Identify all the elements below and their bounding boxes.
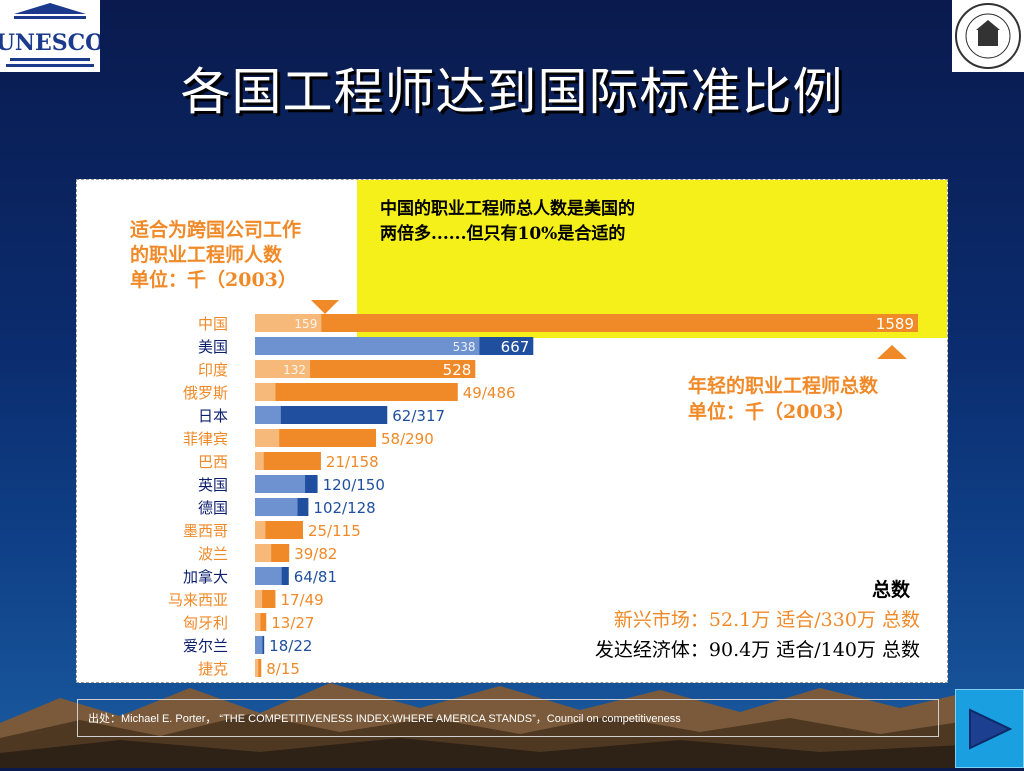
- suitable-bar: [255, 337, 480, 355]
- category-label: 捷克: [198, 660, 228, 678]
- slide-title: 各国工程师达到国际标准比例: [180, 63, 844, 121]
- left-label-line-2: 的职业工程师人数: [130, 244, 283, 266]
- summary-developed: 发达经济体：90.4万 适合/140万 总数: [595, 635, 920, 662]
- category-label: 匈牙利: [183, 614, 228, 632]
- summary-developed-text: 发达经济体：90.4万 适合/140万: [594, 639, 876, 661]
- summary-developed-suffix: 总数: [881, 639, 920, 661]
- callout-line-1: 中国的职业工程师总人数是美国的: [380, 199, 635, 219]
- suitable-bar: [255, 383, 276, 401]
- total-engineers-label: 年轻的职业工程师总数 单位：千（2003）: [688, 373, 878, 425]
- suitable-bar: [255, 314, 322, 332]
- suitable-bar: [255, 636, 263, 654]
- suitable-bar: [255, 452, 264, 470]
- category-label: 爱尔兰: [183, 637, 228, 655]
- total-value-label: 1589: [876, 315, 914, 333]
- summary-emerging: 新兴市场：52.1万 适合/330万 总数: [614, 605, 920, 632]
- total-value-label: 528: [443, 361, 472, 379]
- category-label: 巴西: [198, 453, 228, 471]
- value-label: 64/81: [294, 568, 337, 586]
- category-label: 美国: [198, 338, 228, 356]
- value-label: 25/115: [308, 522, 361, 540]
- value-label: 62/317: [392, 407, 445, 425]
- suitable-bar: [255, 590, 263, 608]
- value-label: 58/290: [381, 430, 434, 448]
- total-heading: 总数: [872, 579, 911, 601]
- suitable-value-label: 159: [294, 317, 317, 331]
- total-value-label: 667: [501, 338, 530, 356]
- left-pointer-triangle: [311, 300, 339, 314]
- category-label: 墨西哥: [183, 522, 228, 540]
- unesco-logo: UNESCO: [0, 0, 104, 72]
- value-label: 102/128: [313, 499, 375, 517]
- total-bar: [255, 613, 267, 631]
- next-slide-button[interactable]: [955, 689, 1024, 768]
- right-label-line-2: 单位：千（2003）: [688, 401, 855, 423]
- suitable-bar: [255, 613, 261, 631]
- play-arrow-icon: [969, 708, 1013, 750]
- callout-box: [357, 180, 947, 338]
- category-label: 菲律宾: [183, 430, 228, 448]
- summary-emerging-text: 新兴市场：52.1万 适合/330万: [613, 609, 876, 631]
- value-label: 49/486: [463, 384, 516, 402]
- value-label: 18/22: [269, 637, 312, 655]
- university-seal-icon: [955, 3, 1021, 69]
- total-bar: [255, 521, 303, 539]
- value-label: 21/158: [326, 453, 379, 471]
- suitable-bar: [255, 544, 272, 562]
- category-label: 德国: [198, 499, 228, 517]
- suitable-bar: [255, 521, 266, 539]
- suitable-bar: [255, 429, 280, 447]
- total-bar: [255, 383, 458, 401]
- value-label: 17/49: [280, 591, 323, 609]
- suitable-value-label: 132: [283, 363, 306, 377]
- summary-emerging-suffix: 总数: [881, 609, 920, 631]
- suitable-bar: [255, 406, 281, 424]
- category-label: 波兰: [198, 545, 228, 563]
- value-label: 8/15: [266, 660, 300, 678]
- right-pointer-triangle: [877, 345, 907, 359]
- category-label: 加拿大: [183, 568, 228, 586]
- callout-line-2: 两倍多......但只有10%是合适的: [380, 224, 626, 244]
- source-footer: 出处：Michael E. Porter， “THE COMPETITIVENE…: [77, 699, 939, 737]
- callout-text: 中国的职业工程师总人数是美国的 两倍多......但只有10%是合适的: [380, 197, 635, 247]
- category-label: 印度: [198, 361, 228, 379]
- xjtu-logo: [952, 0, 1024, 72]
- total-bar: [255, 452, 321, 470]
- suitable-bar: [255, 567, 282, 585]
- mountains-background: [0, 683, 1024, 768]
- value-label: 120/150: [323, 476, 385, 494]
- right-label-line-1: 年轻的职业工程师总数: [688, 375, 879, 397]
- category-label: 日本: [198, 407, 228, 425]
- suitable-bar: [255, 659, 259, 677]
- left-label-line-1: 适合为跨国公司工作: [130, 219, 302, 241]
- total-bar: [255, 429, 377, 447]
- unesco-logo-text: UNESCO: [0, 30, 100, 56]
- total-bar: [255, 314, 918, 332]
- category-label: 俄罗斯: [183, 384, 228, 402]
- category-label: 英国: [198, 476, 228, 494]
- total-bar: [255, 406, 388, 424]
- suitable-bar: [255, 475, 306, 493]
- suitable-bar: [255, 498, 298, 516]
- suitable-engineers-label: 适合为跨国公司工作 的职业工程师人数 单位：千（2003）: [130, 218, 301, 293]
- left-label-line-3: 单位：千（2003）: [130, 269, 297, 291]
- suitable-value-label: 538: [453, 340, 476, 354]
- category-label: 马来西亚: [168, 591, 228, 609]
- unesco-temple-icon: UNESCO: [0, 3, 104, 67]
- category-label: 中国: [198, 315, 228, 333]
- value-label: 39/82: [294, 545, 337, 563]
- value-label: 13/27: [271, 614, 314, 632]
- suitable-bar: [255, 360, 311, 378]
